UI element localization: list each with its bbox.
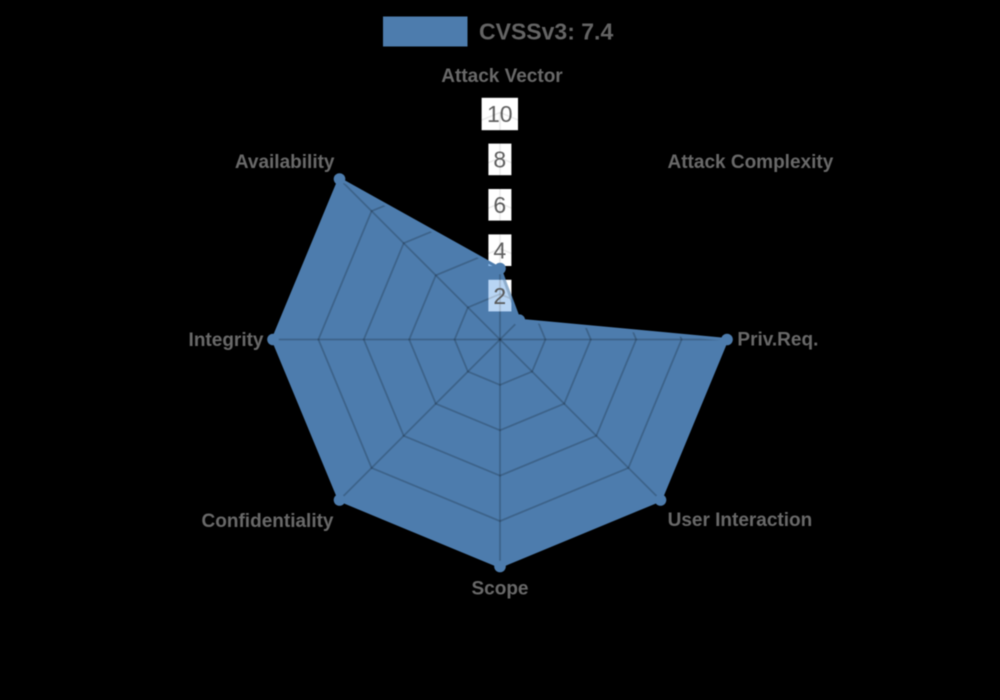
svg-text:Attack Complexity: Attack Complexity <box>668 152 834 173</box>
svg-text:10: 10 <box>487 101 513 127</box>
svg-text:4: 4 <box>493 237 506 263</box>
svg-text:6: 6 <box>493 192 506 218</box>
svg-text:User Interaction: User Interaction <box>668 510 813 531</box>
svg-text:Availability: Availability <box>235 152 335 173</box>
svg-text:2: 2 <box>493 283 506 309</box>
svg-text:Attack Vector: Attack Vector <box>441 66 563 87</box>
svg-text:Scope: Scope <box>471 578 528 599</box>
svg-text:Priv.Req.: Priv.Req. <box>737 330 818 351</box>
svg-text:Integrity: Integrity <box>189 330 264 351</box>
svg-text:Confidentiality: Confidentiality <box>202 511 334 532</box>
svg-text:8: 8 <box>493 147 506 173</box>
svg-text:CVSSv3: 7.4: CVSSv3: 7.4 <box>479 19 613 45</box>
